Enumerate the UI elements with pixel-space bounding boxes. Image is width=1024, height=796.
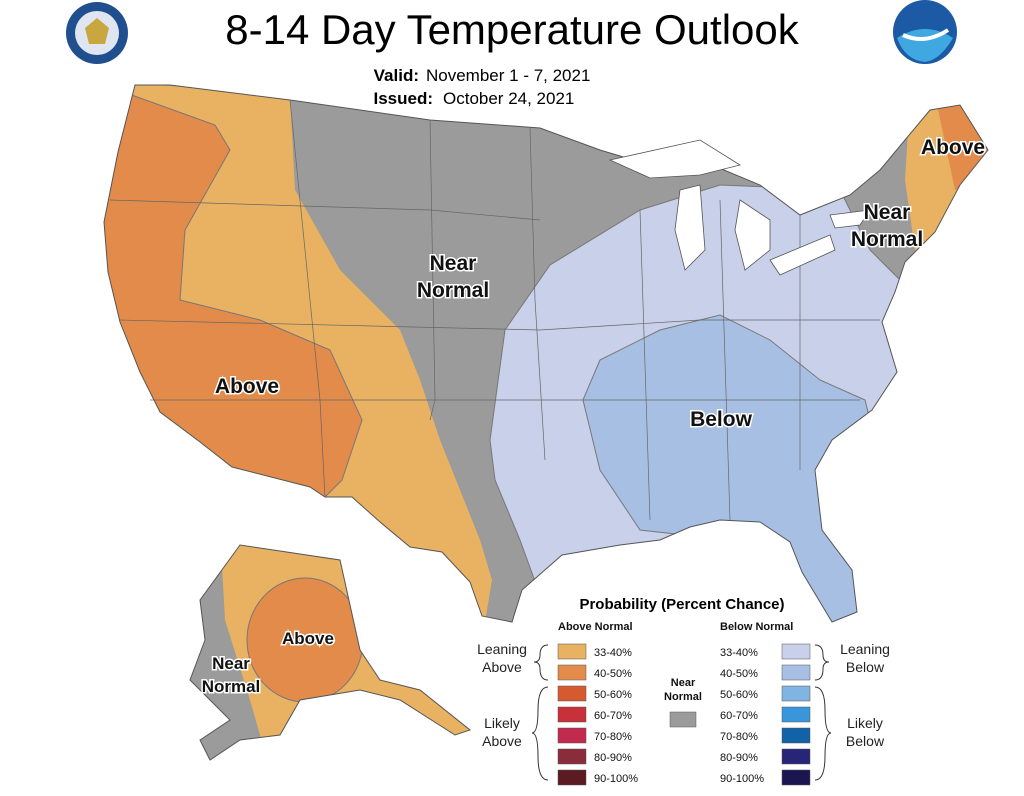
valid-dates: November 1 - 7, 2021 xyxy=(426,66,590,85)
legend-swatch xyxy=(781,727,811,744)
legend-swatch xyxy=(557,748,587,765)
map-label: Near xyxy=(430,252,477,275)
map-label: Above xyxy=(215,375,279,398)
legend-group: Below xyxy=(846,733,885,749)
legend-swatch xyxy=(781,664,811,681)
legend-swatch xyxy=(781,706,811,723)
legend-swatch xyxy=(781,769,811,786)
legend-swatch xyxy=(781,643,811,660)
issued-label: Issued: xyxy=(373,89,433,108)
legend-heading: Near xyxy=(671,677,696,689)
legend-swatch xyxy=(557,769,587,786)
legend-range: 40-50% xyxy=(720,668,758,680)
alaska-outline xyxy=(189,544,472,761)
map-label: Below xyxy=(690,408,753,431)
legend-range: 50-60% xyxy=(594,689,632,701)
map-label: Near xyxy=(212,654,250,673)
legend-swatch xyxy=(669,711,697,728)
noaa-logo xyxy=(893,0,957,64)
legend-range: 60-70% xyxy=(720,710,758,722)
map-label: Above xyxy=(921,136,985,159)
map-label: Above xyxy=(282,629,334,648)
legend-group: Above xyxy=(482,733,522,749)
legend-range: 80-90% xyxy=(594,752,632,764)
great-lakes xyxy=(608,139,871,276)
legend-range: 70-80% xyxy=(720,731,758,743)
legend-group: Above xyxy=(482,659,522,675)
legend-range: 70-80% xyxy=(594,731,632,743)
legend-swatch xyxy=(557,685,587,702)
legend-range: 40-50% xyxy=(594,668,632,680)
map-label: Normal xyxy=(417,279,489,302)
legend-range: 50-60% xyxy=(720,689,758,701)
legend-swatch xyxy=(557,727,587,744)
legend-range: 60-70% xyxy=(594,710,632,722)
legend-group: Leaning xyxy=(477,641,527,657)
map-label: Near xyxy=(864,201,911,224)
valid-label: Valid: xyxy=(374,66,419,85)
legend-range: 33-40% xyxy=(720,647,758,659)
state-borders xyxy=(109,99,880,521)
doc-logo xyxy=(66,2,128,64)
legend-swatch xyxy=(781,685,811,702)
legend-range: 90-100% xyxy=(594,773,638,785)
title: 8-14 Day Temperature Outlook xyxy=(225,6,800,53)
legend-group: Leaning xyxy=(840,641,890,657)
legend-range: 90-100% xyxy=(720,773,764,785)
legend-braces xyxy=(531,644,832,781)
map-label: Normal xyxy=(202,677,261,696)
legend: Probability (Percent Chance) Above Norma… xyxy=(477,596,890,786)
map-label: Normal xyxy=(851,228,923,251)
legend-group: Likely xyxy=(847,715,883,731)
legend-swatch xyxy=(557,706,587,723)
legend-group: Likely xyxy=(484,715,520,731)
legend-title: Probability (Percent Chance) xyxy=(579,596,784,613)
legend-swatch xyxy=(557,643,587,660)
legend-heading: Below Normal xyxy=(720,621,793,633)
legend-group: Below xyxy=(846,659,885,675)
legend-range: 80-90% xyxy=(720,752,758,764)
legend-swatch xyxy=(781,748,811,765)
issued-date: October 24, 2021 xyxy=(443,89,574,108)
legend-range: 33-40% xyxy=(594,647,632,659)
legend-heading: Above Normal xyxy=(558,621,633,633)
legend-swatch xyxy=(557,664,587,681)
legend-heading: Normal xyxy=(664,691,702,703)
